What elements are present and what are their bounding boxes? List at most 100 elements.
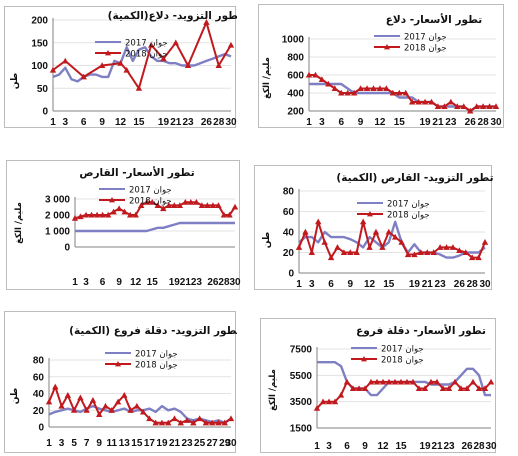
data-point-marker bbox=[343, 378, 351, 385]
data-point-marker bbox=[208, 419, 216, 426]
legend-label: جوان 2017 bbox=[387, 200, 430, 210]
x-tick-label: 30 bbox=[479, 279, 491, 290]
data-point-marker bbox=[460, 103, 467, 110]
data-point-marker bbox=[331, 85, 338, 92]
y-tick-label: 60 bbox=[33, 372, 45, 383]
y-tick-label: 400 bbox=[287, 89, 304, 100]
data-point-marker bbox=[77, 213, 84, 220]
data-point-marker bbox=[215, 62, 222, 69]
data-point-marker bbox=[409, 378, 417, 385]
data-point-marker bbox=[132, 211, 139, 218]
x-tick-label: 21 bbox=[170, 117, 182, 128]
x-tick-label: 15 bbox=[383, 279, 395, 290]
data-point-marker bbox=[127, 407, 134, 413]
x-tick-label: 6 bbox=[338, 117, 344, 128]
x-tick-label: 19 bbox=[156, 438, 168, 449]
x-tick-label: 28 bbox=[473, 441, 485, 452]
x-tick-label: 15 bbox=[147, 277, 159, 288]
legend-label: جوان 2018 bbox=[135, 361, 178, 371]
data-point-marker bbox=[403, 378, 411, 385]
data-point-marker bbox=[392, 233, 399, 240]
x-tick-label: 12 bbox=[374, 117, 386, 128]
data-point-marker bbox=[337, 391, 345, 398]
data-point-marker bbox=[149, 199, 156, 205]
x-tick-label: 19 bbox=[169, 277, 181, 288]
y-tick-label: 0 bbox=[42, 107, 48, 118]
data-point-marker bbox=[430, 249, 437, 256]
data-point-marker bbox=[115, 205, 123, 212]
data-point-marker bbox=[353, 249, 360, 256]
data-point-marker bbox=[379, 244, 386, 250]
y-tick-label: 40 bbox=[283, 228, 295, 239]
legend-marker bbox=[115, 361, 121, 367]
x-tick-label: 15 bbox=[394, 117, 406, 128]
data-point-marker bbox=[383, 85, 390, 92]
legend-label: جوان 2017 bbox=[381, 345, 424, 355]
data-point-marker bbox=[445, 385, 453, 392]
data-point-marker bbox=[138, 202, 145, 208]
series-line bbox=[316, 380, 492, 409]
x-tick-label: 28 bbox=[218, 277, 230, 288]
data-point-marker bbox=[70, 407, 78, 413]
data-point-marker bbox=[89, 397, 97, 403]
x-tick-label: 1 bbox=[314, 441, 320, 452]
data-point-marker bbox=[357, 85, 364, 92]
data-point-marker bbox=[203, 19, 210, 25]
y-tick-label: 0 bbox=[288, 269, 294, 280]
data-point-marker bbox=[447, 98, 455, 105]
x-tick-label: 9 bbox=[362, 441, 368, 452]
data-point-marker bbox=[325, 398, 333, 405]
x-tick-label: 17 bbox=[144, 438, 156, 449]
data-point-marker bbox=[172, 39, 179, 46]
data-point-marker bbox=[182, 199, 189, 205]
data-point-marker bbox=[379, 378, 387, 385]
data-point-marker bbox=[454, 103, 461, 110]
legend-marker bbox=[367, 211, 373, 217]
legend-label: جوان 2018 bbox=[129, 197, 172, 207]
data-point-marker bbox=[479, 103, 487, 110]
y-tick-label: 0 bbox=[38, 423, 44, 434]
y-tick-label: 80 bbox=[283, 187, 295, 198]
data-point-marker bbox=[443, 244, 450, 250]
data-point-marker bbox=[64, 391, 72, 398]
data-point-marker bbox=[295, 244, 303, 250]
series-line bbox=[309, 82, 496, 113]
y-tick-label: 800 bbox=[287, 53, 304, 64]
data-point-marker bbox=[204, 202, 211, 208]
data-point-marker bbox=[231, 203, 239, 210]
data-point-marker bbox=[439, 385, 447, 392]
data-point-marker bbox=[221, 419, 228, 426]
data-point-marker bbox=[428, 98, 435, 105]
x-tick-label: 28 bbox=[467, 279, 479, 290]
data-point-marker bbox=[152, 419, 159, 426]
data-point-marker bbox=[77, 394, 84, 401]
data-point-marker bbox=[372, 228, 380, 235]
y-axis-label: طن bbox=[262, 232, 272, 249]
data-point-marker bbox=[467, 107, 474, 114]
legend-label: جوان 2017 bbox=[125, 39, 168, 49]
y-tick-label: 60 bbox=[283, 207, 295, 218]
data-point-marker bbox=[121, 208, 128, 215]
chart-title: تطور الأسعار- القارص bbox=[79, 166, 194, 179]
data-point-marker bbox=[411, 251, 418, 258]
data-point-marker bbox=[176, 202, 184, 208]
chart-svg-price-dalaa: 200 400 600 800 1000 1 3 6 9 12 15 19 21 23 26 28 30 مليم… bbox=[262, 13, 502, 128]
data-point-marker bbox=[344, 89, 351, 96]
data-point-marker bbox=[434, 103, 442, 110]
data-point-marker bbox=[71, 215, 79, 221]
x-tick-label: 11 bbox=[106, 438, 117, 449]
x-tick-label: 1 bbox=[306, 117, 312, 128]
y-tick-label: 2 000 bbox=[45, 211, 70, 222]
data-point-marker bbox=[171, 202, 178, 208]
x-tick-label: 26 bbox=[207, 277, 219, 288]
x-tick-label: 3 bbox=[319, 117, 325, 128]
data-point-marker bbox=[486, 103, 493, 110]
data-point-marker bbox=[396, 89, 403, 96]
y-tick-label: 100 bbox=[31, 61, 48, 72]
chart-panel-price-dalaa: 200 400 600 800 1000 1 3 6 9 12 15 19 21 23 26 28 30 مليم… bbox=[258, 4, 504, 128]
data-point-marker bbox=[117, 60, 124, 66]
data-point-marker bbox=[171, 415, 178, 422]
chart-svg-supply-dalaa: 0 50 100 150 200 1 3 6 9 12 15 19 21 23 26 28 30 طن جوان 2… bbox=[10, 10, 237, 128]
data-point-marker bbox=[408, 98, 416, 105]
